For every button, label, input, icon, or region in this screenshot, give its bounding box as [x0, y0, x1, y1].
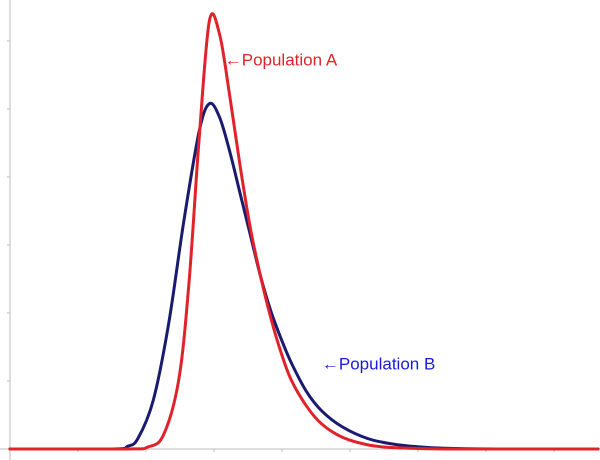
annotations: ←Population A ←Population B [225, 51, 436, 374]
annotation-population-a: ←Population A [225, 51, 338, 70]
series-line-population-b [8, 101, 600, 451]
series-line-population-a [8, 12, 600, 451]
annotation-population-b: ←Population B [322, 355, 435, 374]
curves [8, 12, 600, 451]
